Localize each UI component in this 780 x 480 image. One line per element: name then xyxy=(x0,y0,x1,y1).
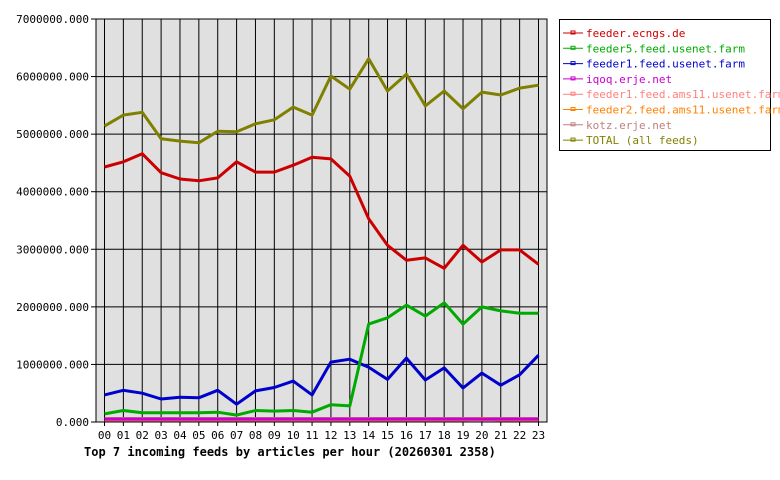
y-tick-label: 7000000.000 xyxy=(16,13,89,26)
legend-label: feeder2.feed.ams11.usenet.farm xyxy=(586,104,780,117)
x-tick-label: 09 xyxy=(268,429,281,442)
x-tick-label: 16 xyxy=(400,429,413,442)
x-tick-label: 22 xyxy=(513,429,526,442)
legend-label: feeder1.feed.usenet.farm xyxy=(586,58,745,71)
x-tick-label: 14 xyxy=(362,429,376,442)
series-line-feeder5-feed-usenet-farm xyxy=(104,301,539,417)
legend-marker xyxy=(570,137,576,142)
y-tick-label: 2000000.000 xyxy=(16,301,89,314)
legend-marker xyxy=(570,76,576,81)
x-tick-label: 11 xyxy=(305,429,318,442)
x-tick-label: 17 xyxy=(419,429,432,442)
x-tick-label: 05 xyxy=(192,429,205,442)
legend-marker xyxy=(570,122,576,127)
series-line-total-all-feeds- xyxy=(103,57,539,145)
legend-marker xyxy=(570,91,576,96)
legend-item: feeder1.feed.ams11.usenet.farm xyxy=(563,88,780,101)
y-tick-label: 4000000.000 xyxy=(16,186,89,199)
x-tick-label: 06 xyxy=(211,429,224,442)
y-tick-label: 1000000.000 xyxy=(16,358,89,371)
legend-item: feeder.ecngs.de xyxy=(563,27,685,40)
x-tick-label: 18 xyxy=(438,429,451,442)
legend-box xyxy=(559,19,771,151)
legend-item: iqoq.erje.net xyxy=(563,73,672,86)
x-tick-label: 23 xyxy=(532,429,545,442)
chart-title: Top 7 incoming feeds by articles per hou… xyxy=(84,445,496,459)
x-tick-label: 13 xyxy=(343,429,356,442)
x-tick-label: 04 xyxy=(173,429,187,442)
legend-label: feeder.ecngs.de xyxy=(586,27,685,40)
legend-item: feeder2.feed.ams11.usenet.farm xyxy=(563,104,780,117)
x-tick-label: 20 xyxy=(475,429,488,442)
x-tick-label: 00 xyxy=(98,429,111,442)
legend-label: feeder5.feed.usenet.farm xyxy=(586,42,745,55)
legend-label: kotz.erje.net xyxy=(586,119,672,132)
y-tick-label: 3000000.000 xyxy=(16,243,89,256)
x-tick-label: 08 xyxy=(249,429,262,442)
x-tick-label: 21 xyxy=(494,429,507,442)
x-tick-label: 03 xyxy=(154,429,167,442)
y-tick-label: 6000000.000 xyxy=(16,71,89,84)
legend-label: iqoq.erje.net xyxy=(586,73,672,86)
legend-marker xyxy=(570,45,576,50)
legend-marker xyxy=(570,61,576,66)
legend-label: TOTAL (all feeds) xyxy=(586,134,699,147)
x-tick-label: 07 xyxy=(230,429,243,442)
x-tick-label: 19 xyxy=(456,429,469,442)
legend-item: kotz.erje.net xyxy=(563,119,672,132)
x-tick-label: 15 xyxy=(381,429,394,442)
plot-border xyxy=(95,18,548,423)
x-tick-label: 12 xyxy=(324,429,337,442)
plot-area xyxy=(96,19,547,422)
legend-item: feeder1.feed.usenet.farm xyxy=(563,58,745,71)
x-tick-label: 01 xyxy=(117,429,130,442)
series-line-feeder1-feed-usenet-farm xyxy=(104,354,540,406)
x-tick-label: 10 xyxy=(287,429,300,442)
legend-marker xyxy=(570,30,576,35)
legend-marker xyxy=(570,107,576,111)
y-tick-label: 5000000.000 xyxy=(16,128,89,141)
y-tick-label: 0.000 xyxy=(56,416,89,429)
x-tick-label: 02 xyxy=(136,429,149,442)
legend-label: feeder1.feed.ams11.usenet.farm xyxy=(586,88,780,101)
legend-item: feeder5.feed.usenet.farm xyxy=(563,42,745,55)
legend-item: TOTAL (all feeds) xyxy=(563,134,699,147)
series-line-feeder-ecngs-de xyxy=(104,152,540,270)
